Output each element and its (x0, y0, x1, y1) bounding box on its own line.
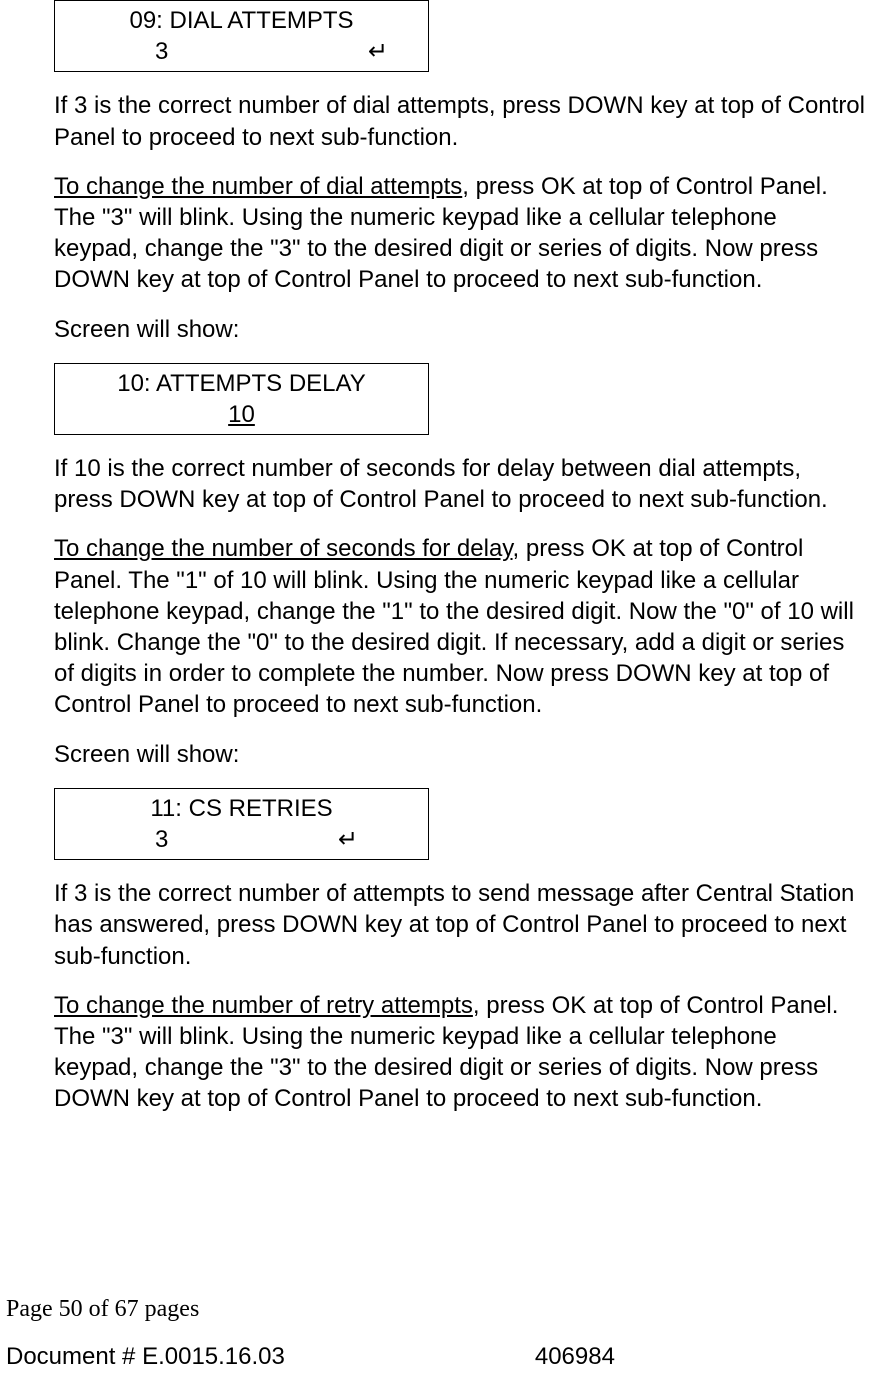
screen-1-value: 3 (155, 36, 168, 67)
paragraph-7: If 3 is the correct number of attempts t… (54, 878, 866, 972)
screen-display-1: 09: DIAL ATTEMPTS 3 ↵ (54, 0, 429, 72)
screen-2-value-row: 10 (55, 399, 428, 430)
paragraph-5-underline: To change the number of seconds for dela… (54, 535, 513, 562)
screen-1-value-row: 3 ↵ (55, 36, 428, 67)
paragraph-2: To change the number of dial attempts, p… (54, 171, 866, 296)
screen-2-title: 10: ATTEMPTS DELAY (55, 368, 428, 399)
screen-3-title: 11: CS RETRIES (55, 793, 428, 824)
paragraph-8-underline: To change the number of retry attempts (54, 992, 473, 1019)
screen-display-3: 11: CS RETRIES 3 ↵ (54, 788, 429, 860)
screen-3-value: 3 (155, 824, 168, 855)
document-info: Document # E.0015.16.03 406984 (0, 1343, 886, 1371)
screen-display-2: 10: ATTEMPTS DELAY 10 (54, 363, 429, 435)
enter-symbol-icon: ↵ (338, 824, 358, 855)
paragraph-1: If 3 is the correct number of dial attem… (54, 90, 866, 152)
document-number: 406984 (535, 1343, 615, 1371)
document-id: Document # E.0015.16.03 (6, 1343, 285, 1371)
page-number: Page 50 of 67 pages (0, 1296, 886, 1323)
enter-symbol-icon: ↵ (368, 36, 388, 67)
screen-2-value: 10 (228, 401, 255, 428)
paragraph-3: Screen will show: (54, 314, 866, 345)
screen-3-value-row: 3 ↵ (55, 824, 428, 855)
page-footer: Page 50 of 67 pages Document # E.0015.16… (0, 1296, 886, 1371)
paragraph-4: If 10 is the correct number of seconds f… (54, 453, 866, 515)
paragraph-6: Screen will show: (54, 739, 866, 770)
paragraph-2-underline: To change the number of dial attempts (54, 173, 462, 200)
paragraph-8: To change the number of retry attempts, … (54, 990, 866, 1115)
paragraph-5-rest: , press OK at top of Control Panel. The … (54, 535, 854, 718)
screen-1-title: 09: DIAL ATTEMPTS (55, 5, 428, 36)
paragraph-5: To change the number of seconds for dela… (54, 533, 866, 720)
